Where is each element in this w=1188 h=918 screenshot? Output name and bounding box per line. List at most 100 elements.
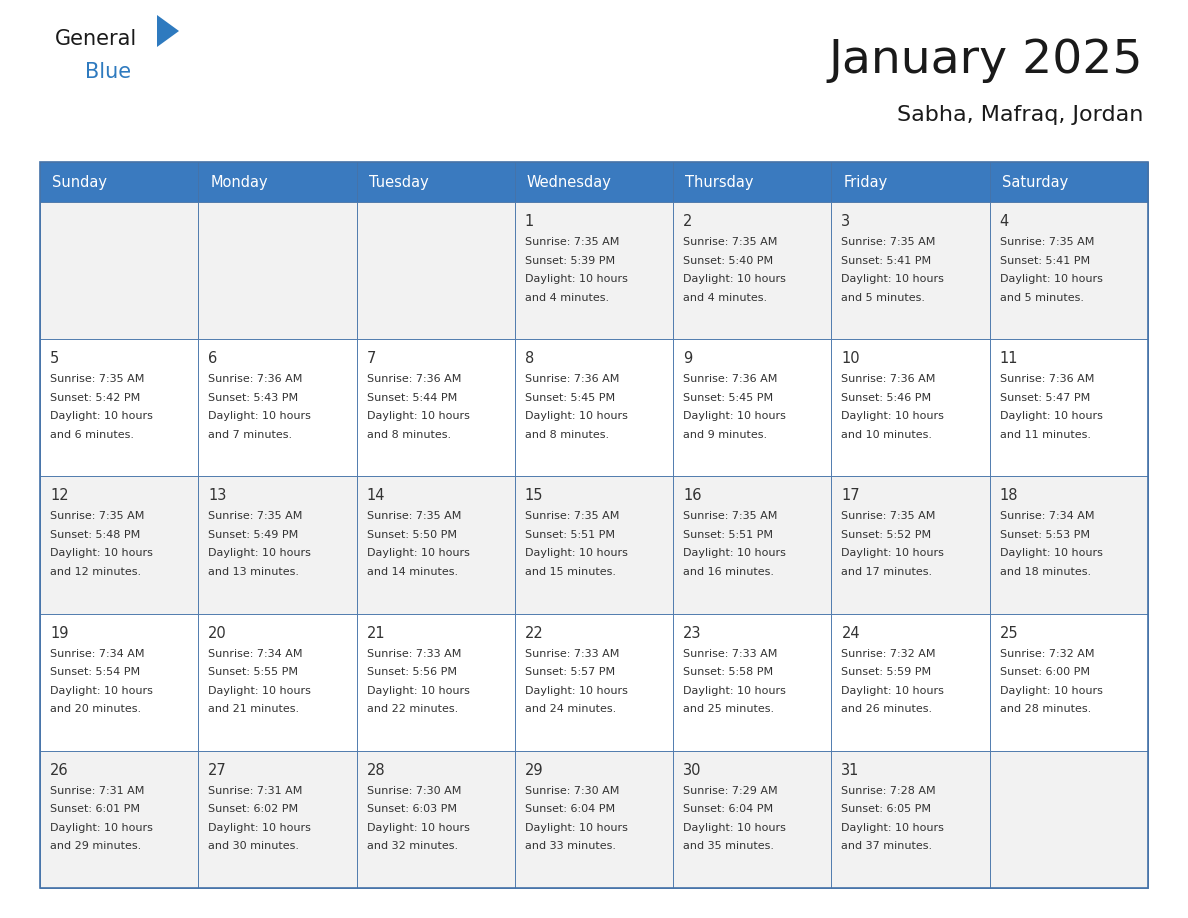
- Text: Daylight: 10 hours: Daylight: 10 hours: [683, 411, 786, 421]
- Bar: [198, 202, 356, 339]
- Bar: [674, 339, 832, 476]
- Text: 25: 25: [1000, 625, 1018, 641]
- Bar: [674, 751, 832, 888]
- Text: Sunset: 5:42 PM: Sunset: 5:42 PM: [50, 393, 140, 403]
- Text: and 33 minutes.: and 33 minutes.: [525, 841, 615, 851]
- Bar: [514, 202, 674, 339]
- Text: Sunrise: 7:35 AM: Sunrise: 7:35 AM: [683, 237, 777, 247]
- Text: Daylight: 10 hours: Daylight: 10 hours: [1000, 686, 1102, 696]
- Text: Sunrise: 7:32 AM: Sunrise: 7:32 AM: [1000, 649, 1094, 658]
- Bar: [198, 751, 356, 888]
- Bar: [674, 202, 832, 339]
- Text: Sunrise: 7:35 AM: Sunrise: 7:35 AM: [525, 511, 619, 521]
- Text: Sunrise: 7:33 AM: Sunrise: 7:33 AM: [525, 649, 619, 658]
- Bar: [356, 476, 514, 613]
- Text: Sunrise: 7:36 AM: Sunrise: 7:36 AM: [1000, 375, 1094, 385]
- Bar: [990, 613, 1148, 751]
- Text: Daylight: 10 hours: Daylight: 10 hours: [841, 686, 944, 696]
- Text: 12: 12: [50, 488, 69, 503]
- Text: Sunrise: 7:36 AM: Sunrise: 7:36 AM: [525, 375, 619, 385]
- Text: 8: 8: [525, 352, 535, 366]
- Bar: [40, 476, 198, 613]
- Text: and 30 minutes.: and 30 minutes.: [208, 841, 299, 851]
- Text: Sunrise: 7:35 AM: Sunrise: 7:35 AM: [50, 375, 145, 385]
- Text: Sunset: 6:00 PM: Sunset: 6:00 PM: [1000, 667, 1089, 677]
- Text: 27: 27: [208, 763, 227, 778]
- Text: and 29 minutes.: and 29 minutes.: [50, 841, 141, 851]
- Text: Sunset: 6:03 PM: Sunset: 6:03 PM: [367, 804, 456, 814]
- Text: Daylight: 10 hours: Daylight: 10 hours: [683, 823, 786, 833]
- Text: Sunrise: 7:34 AM: Sunrise: 7:34 AM: [208, 649, 303, 658]
- Text: Saturday: Saturday: [1001, 174, 1068, 189]
- Text: Sunrise: 7:34 AM: Sunrise: 7:34 AM: [1000, 511, 1094, 521]
- Text: Sunset: 5:51 PM: Sunset: 5:51 PM: [683, 530, 773, 540]
- Text: 19: 19: [50, 625, 69, 641]
- Text: and 8 minutes.: and 8 minutes.: [525, 430, 609, 440]
- Text: and 32 minutes.: and 32 minutes.: [367, 841, 457, 851]
- Bar: [990, 751, 1148, 888]
- Text: 29: 29: [525, 763, 543, 778]
- Text: Sunrise: 7:36 AM: Sunrise: 7:36 AM: [208, 375, 303, 385]
- Text: Sunrise: 7:35 AM: Sunrise: 7:35 AM: [841, 237, 936, 247]
- Text: Daylight: 10 hours: Daylight: 10 hours: [841, 548, 944, 558]
- Text: Daylight: 10 hours: Daylight: 10 hours: [1000, 548, 1102, 558]
- Text: Daylight: 10 hours: Daylight: 10 hours: [683, 686, 786, 696]
- Text: Daylight: 10 hours: Daylight: 10 hours: [525, 548, 627, 558]
- Text: 7: 7: [367, 352, 375, 366]
- Text: 3: 3: [841, 214, 851, 229]
- Text: Daylight: 10 hours: Daylight: 10 hours: [208, 823, 311, 833]
- Bar: [514, 751, 674, 888]
- Text: and 15 minutes.: and 15 minutes.: [525, 567, 615, 577]
- Text: and 8 minutes.: and 8 minutes.: [367, 430, 450, 440]
- Text: Sunrise: 7:36 AM: Sunrise: 7:36 AM: [841, 375, 936, 385]
- Text: Daylight: 10 hours: Daylight: 10 hours: [841, 274, 944, 284]
- Text: Wednesday: Wednesday: [526, 174, 612, 189]
- Text: and 12 minutes.: and 12 minutes.: [50, 567, 141, 577]
- Bar: [40, 613, 198, 751]
- Text: Sunset: 5:53 PM: Sunset: 5:53 PM: [1000, 530, 1089, 540]
- Text: Sunrise: 7:33 AM: Sunrise: 7:33 AM: [683, 649, 777, 658]
- Bar: [356, 339, 514, 476]
- Text: Sabha, Mafraq, Jordan: Sabha, Mafraq, Jordan: [897, 105, 1143, 125]
- Text: Daylight: 10 hours: Daylight: 10 hours: [208, 686, 311, 696]
- Bar: [832, 162, 990, 202]
- Text: Daylight: 10 hours: Daylight: 10 hours: [367, 548, 469, 558]
- Text: Sunrise: 7:29 AM: Sunrise: 7:29 AM: [683, 786, 778, 796]
- Bar: [40, 202, 198, 339]
- Text: Sunrise: 7:36 AM: Sunrise: 7:36 AM: [683, 375, 777, 385]
- Text: Sunset: 5:41 PM: Sunset: 5:41 PM: [1000, 255, 1089, 265]
- Bar: [674, 613, 832, 751]
- Text: Sunrise: 7:35 AM: Sunrise: 7:35 AM: [367, 511, 461, 521]
- Bar: [40, 162, 1148, 888]
- Text: 5: 5: [50, 352, 59, 366]
- Text: Daylight: 10 hours: Daylight: 10 hours: [841, 411, 944, 421]
- Bar: [198, 339, 356, 476]
- Bar: [514, 476, 674, 613]
- Text: Daylight: 10 hours: Daylight: 10 hours: [50, 686, 153, 696]
- Text: 6: 6: [208, 352, 217, 366]
- Text: Sunrise: 7:28 AM: Sunrise: 7:28 AM: [841, 786, 936, 796]
- Text: Sunrise: 7:36 AM: Sunrise: 7:36 AM: [367, 375, 461, 385]
- Text: Daylight: 10 hours: Daylight: 10 hours: [50, 411, 153, 421]
- Bar: [40, 162, 198, 202]
- Text: 16: 16: [683, 488, 702, 503]
- Text: Sunrise: 7:31 AM: Sunrise: 7:31 AM: [50, 786, 145, 796]
- Text: Sunset: 5:40 PM: Sunset: 5:40 PM: [683, 255, 773, 265]
- Bar: [832, 202, 990, 339]
- Text: Sunrise: 7:35 AM: Sunrise: 7:35 AM: [1000, 237, 1094, 247]
- Bar: [356, 162, 514, 202]
- Text: Daylight: 10 hours: Daylight: 10 hours: [525, 274, 627, 284]
- Text: 23: 23: [683, 625, 702, 641]
- Text: Sunset: 5:59 PM: Sunset: 5:59 PM: [841, 667, 931, 677]
- Text: and 9 minutes.: and 9 minutes.: [683, 430, 767, 440]
- Text: 17: 17: [841, 488, 860, 503]
- Text: Sunset: 6:05 PM: Sunset: 6:05 PM: [841, 804, 931, 814]
- Text: Sunset: 5:54 PM: Sunset: 5:54 PM: [50, 667, 140, 677]
- Text: and 13 minutes.: and 13 minutes.: [208, 567, 299, 577]
- Text: Sunset: 6:02 PM: Sunset: 6:02 PM: [208, 804, 298, 814]
- Text: Daylight: 10 hours: Daylight: 10 hours: [683, 548, 786, 558]
- Text: 26: 26: [50, 763, 69, 778]
- Bar: [356, 613, 514, 751]
- Bar: [514, 162, 674, 202]
- Bar: [40, 339, 198, 476]
